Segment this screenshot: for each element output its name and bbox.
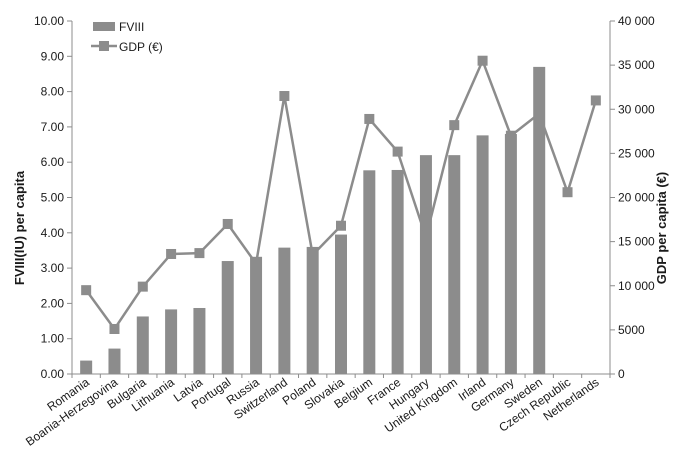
- x-tick-labels: RomaniaBoania-HerzegovinaBulgariaLithuan…: [23, 375, 601, 449]
- bar-1: [108, 348, 121, 374]
- gdp-point-12: [420, 232, 431, 243]
- y-left-tick-9: 9.00: [41, 49, 65, 63]
- gdp-point-7: [279, 91, 290, 102]
- bar-16: [533, 66, 546, 374]
- y-left-tick-8: 8.00: [41, 85, 65, 99]
- bar-9: [335, 234, 347, 374]
- y-left-tick-1: 1.00: [41, 332, 65, 346]
- bar-12: [419, 155, 432, 374]
- y-right-tick-5: 25 000: [618, 146, 655, 160]
- bar-4: [193, 307, 206, 374]
- bar-7: [278, 247, 291, 374]
- y-right-tick-4: 20 000: [618, 191, 655, 205]
- y-right-tick-labels: 0 5000 10 000 15 000 20 000 25 000 30 000 35 00…: [618, 14, 655, 381]
- gdp-point-8: [307, 249, 318, 260]
- gdp-point-15: [505, 130, 516, 141]
- gdp-point-6: [251, 258, 262, 269]
- y-left-tick-5: 5.00: [41, 191, 65, 205]
- y-axis-right-title: GDP per capita (€): [654, 172, 669, 284]
- bars-layer: [80, 66, 546, 374]
- y-right-tick-3: 15 000: [618, 235, 655, 249]
- legend-label-fviii: FVIII: [119, 20, 144, 34]
- gdp-point-13: [449, 120, 460, 131]
- gdp-point-14: [477, 55, 488, 66]
- bar-8: [306, 246, 319, 374]
- y-right-tick-7: 35 000: [618, 58, 655, 72]
- y-right-tick-2: 10 000: [618, 279, 655, 293]
- gdp-point-17: [562, 187, 573, 198]
- legend-swatch-fviii: [93, 22, 115, 31]
- y-right-tick-1: 5000: [618, 323, 645, 337]
- y-right-tick-8: 40 000: [618, 14, 655, 28]
- gdp-point-4: [194, 248, 205, 259]
- y-left-tick-3: 3.00: [41, 261, 65, 275]
- bar-15: [504, 133, 517, 374]
- gdp-point-9: [336, 220, 346, 231]
- y-left-tick-6: 6.00: [41, 155, 65, 169]
- bar-13: [448, 155, 461, 374]
- bar-6: [250, 256, 263, 374]
- y-left-tick-2: 2.00: [41, 296, 65, 310]
- y-axis-left-title: FVIII(IU) per capita: [12, 170, 27, 285]
- gdp-point-0: [81, 285, 92, 296]
- legend-marker-gdp: [99, 41, 109, 51]
- y-left-tick-0: 0.00: [41, 367, 65, 381]
- gdp-point-3: [166, 248, 177, 259]
- y-left-tick-labels: 0.00 1.00 2.00 3.00 4.00 5.00 6.00 7.00 8.00 9.00…: [34, 14, 64, 381]
- bar-5: [221, 261, 234, 374]
- gdp-point-16: [534, 108, 545, 119]
- y-right-tick-6: 30 000: [618, 102, 655, 116]
- bar-3: [165, 309, 178, 374]
- y-right-tick-0: 0: [618, 367, 625, 381]
- bar-10: [363, 170, 376, 374]
- gdp-point-5: [222, 218, 233, 229]
- gdp-point-10: [364, 113, 375, 124]
- legend: FVIII GDP (€): [91, 20, 163, 54]
- gdp-point-1: [109, 323, 120, 334]
- y-left-tick-10: 10.00: [34, 14, 64, 28]
- gdp-point-18: [590, 95, 601, 106]
- bar-2: [136, 316, 149, 374]
- legend-label-gdp: GDP (€): [119, 40, 163, 54]
- y-left-tick-4: 4.00: [41, 226, 65, 240]
- axes: [67, 20, 615, 378]
- bar-14: [476, 135, 489, 374]
- line-layer: [81, 55, 601, 334]
- gdp-point-2: [137, 281, 148, 292]
- bar-11: [391, 169, 404, 374]
- y-left-tick-7: 7.00: [41, 120, 65, 134]
- gdp-point-11: [392, 146, 403, 157]
- bar-0: [80, 360, 93, 374]
